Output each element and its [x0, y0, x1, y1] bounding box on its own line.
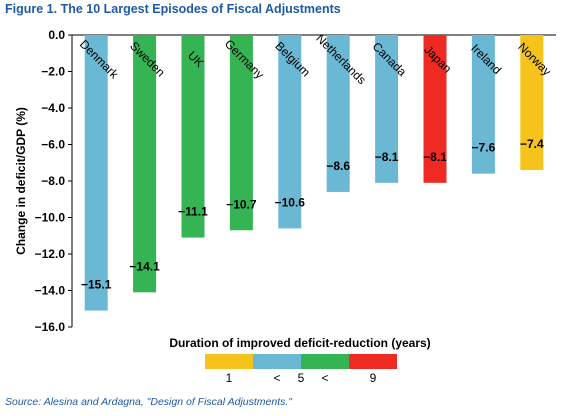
y-tick-label: −10.0 [35, 211, 66, 225]
y-axis-title: Change in deficit/GDP (%) [14, 107, 28, 255]
data-label: −7.4 [520, 137, 544, 151]
legend-swatch [205, 354, 253, 369]
data-label: −8.1 [375, 150, 399, 164]
data-label: −11.1 [178, 205, 208, 219]
data-label: −8.6 [326, 159, 350, 173]
legend-swatch [253, 354, 301, 369]
y-tick-label: −6.0 [41, 138, 65, 152]
bar-belgium [278, 35, 302, 229]
y-tick-label: −4.0 [41, 101, 65, 115]
data-label: −10.6 [275, 195, 306, 209]
bar-ireland [471, 35, 495, 174]
y-tick-label: −16.0 [35, 320, 66, 334]
figure-title: Figure 1. The 10 Largest Episodes of Fis… [5, 2, 341, 16]
bar-norway [520, 35, 544, 171]
y-tick-label: 0.0 [48, 28, 65, 42]
data-label: −7.6 [472, 141, 496, 155]
x-axis-title: Duration of improved deficit-reduction (… [169, 336, 430, 350]
y-tick-label: −2.0 [41, 65, 65, 79]
legend-label: < [321, 371, 328, 385]
bar-netherlands [326, 35, 350, 192]
y-tick-label: −14.0 [35, 284, 66, 298]
bar-japan [423, 35, 447, 183]
legend-label: 1 [226, 371, 233, 385]
legend: 1 <5 <9 [205, 354, 397, 385]
legend-label: 9 [370, 371, 377, 385]
data-label: −8.1 [423, 150, 447, 164]
data-label: −15.1 [81, 278, 112, 292]
bar-sweden [133, 35, 157, 293]
bar-uk [181, 35, 205, 238]
bar-denmark [84, 35, 108, 311]
legend-swatch [349, 354, 397, 369]
bar-canada [375, 35, 399, 183]
data-label: −14.1 [129, 259, 160, 273]
legend-swatch [301, 354, 349, 369]
bar-germany [229, 35, 253, 231]
data-label: −10.7 [226, 197, 257, 211]
source-note: Source: Alesina and Ardagna, "Design of … [5, 396, 293, 408]
legend-label: < [273, 371, 280, 385]
y-tick-label: −8.0 [41, 174, 65, 188]
legend-label: 5 [298, 371, 305, 385]
y-tick-label: −12.0 [35, 247, 66, 261]
plot-area: 0.0 −2.0 −4.0 −6.0 −8.0 −10.0 −12.0 −14.0 −16.0 C… [14, 28, 556, 350]
